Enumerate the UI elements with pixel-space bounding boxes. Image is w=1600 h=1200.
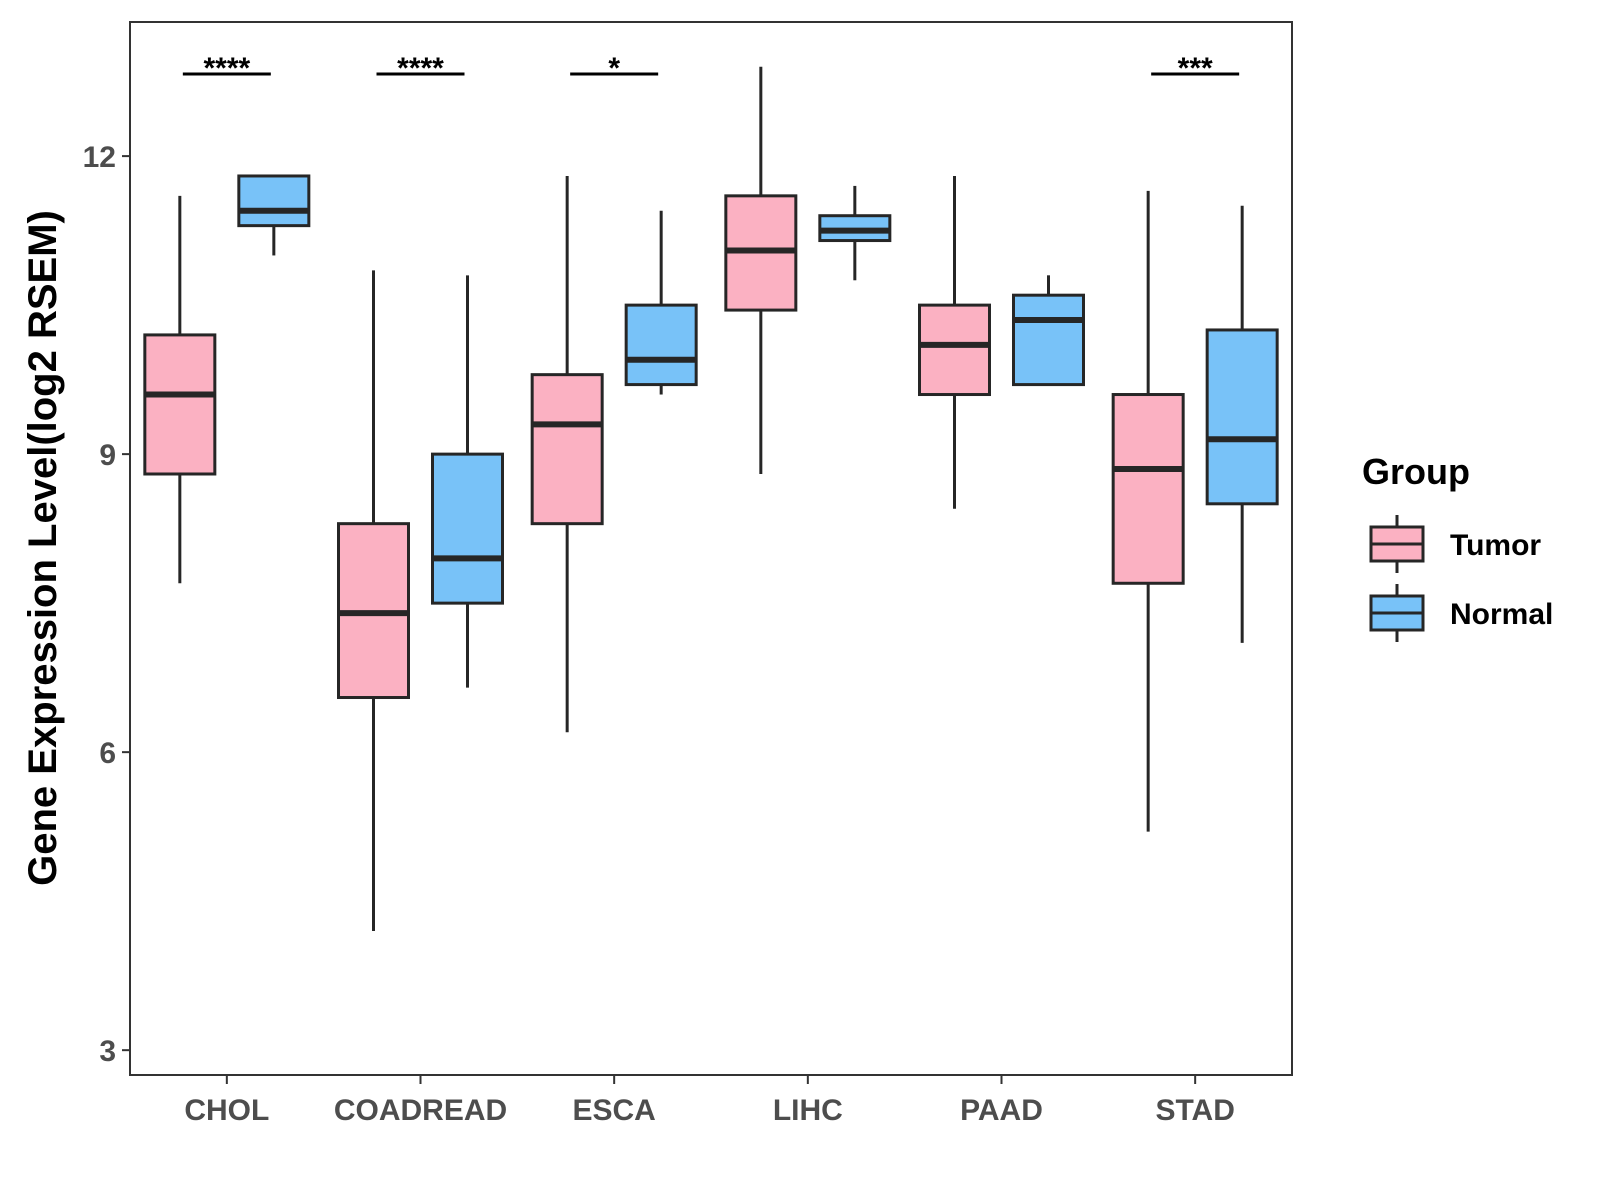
box-tumor-chol — [143, 195, 217, 584]
box-iqr — [624, 303, 698, 387]
box-tumor-paad — [918, 175, 991, 509]
box-layer — [143, 66, 1279, 931]
x-tick-label: COADREAD — [334, 1094, 507, 1127]
box-normal-lihc — [818, 185, 892, 281]
box-iqr — [530, 373, 604, 526]
y-axis-title: Gene Expression Level(log2 RSEM) — [21, 210, 65, 886]
x-tick-label: PAAD — [960, 1094, 1043, 1127]
significance-label: *** — [1178, 52, 1213, 85]
x-tick-label: ESCA — [572, 1094, 655, 1127]
x-axis: CHOL COADREAD ESCA LIHC PAAD STAD — [184, 1075, 1235, 1127]
box-iqr — [918, 303, 991, 397]
box-iqr — [237, 174, 311, 228]
box-tumor-stad — [1111, 190, 1185, 832]
significance-label: * — [608, 52, 620, 85]
box-normal-coadread — [431, 275, 504, 688]
y-tick-label: 3 — [99, 1035, 116, 1068]
significance-stad: *** — [1151, 52, 1240, 85]
box-tumor-esca — [530, 175, 604, 733]
y-tick-label: 12 — [83, 141, 116, 174]
box-iqr — [431, 452, 504, 605]
y-tick-label: 9 — [99, 439, 116, 472]
x-tick-label: CHOL — [184, 1094, 269, 1127]
legend-label: Normal — [1450, 598, 1553, 631]
box-iqr — [1111, 393, 1185, 585]
significance-chol: **** — [182, 52, 271, 85]
legend-label: Tumor — [1450, 529, 1541, 562]
legend-item-tumor: Tumor — [1369, 515, 1541, 573]
legend-item-normal: Normal — [1369, 584, 1553, 642]
box-normal-esca — [624, 210, 698, 395]
significance-layer: **** **** * *** — [182, 52, 1240, 85]
box-tumor-coadread — [337, 270, 410, 931]
x-tick-label: STAD — [1155, 1094, 1234, 1127]
box-tumor-lihc — [724, 66, 798, 474]
x-tick-label: LIHC — [773, 1094, 843, 1127]
box-iqr — [143, 333, 217, 476]
y-axis: 3 6 9 12 — [83, 141, 130, 1068]
plot-panel-border — [129, 21, 1293, 1076]
significance-esca: * — [570, 52, 659, 85]
legend: Group Tumor Normal — [1362, 451, 1553, 642]
significance-coadread: **** — [376, 52, 465, 85]
y-tick-label: 6 — [99, 737, 116, 770]
box-iqr — [1205, 328, 1279, 506]
box-normal-chol — [237, 174, 311, 256]
box-normal-stad — [1205, 205, 1279, 643]
significance-label: **** — [203, 52, 250, 85]
legend-title: Group — [1362, 451, 1470, 492]
box-iqr — [1012, 293, 1085, 387]
significance-label: **** — [397, 52, 444, 85]
box-normal-paad — [1012, 275, 1085, 387]
